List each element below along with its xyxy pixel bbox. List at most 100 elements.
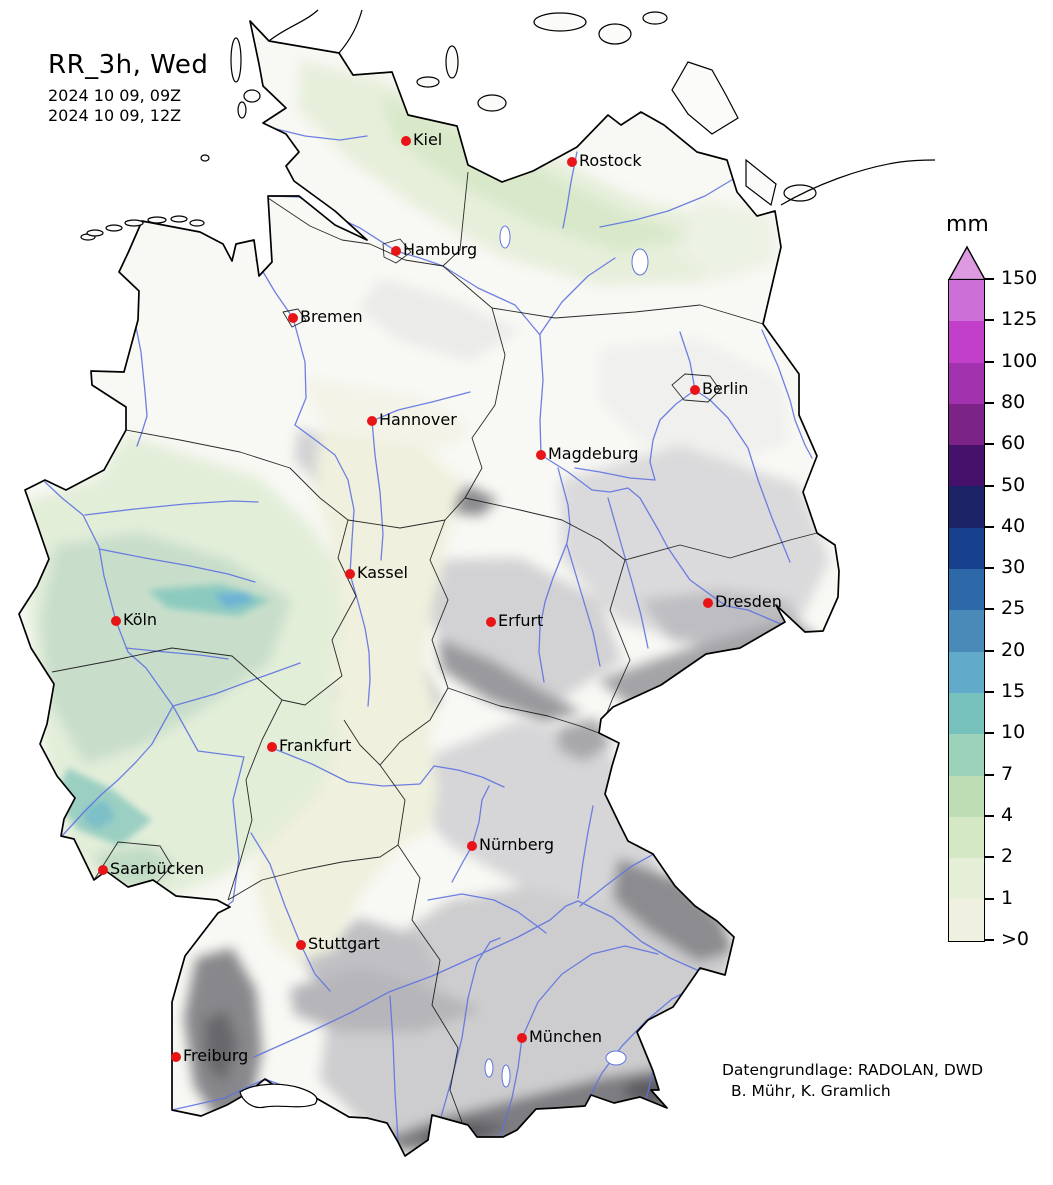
colorbar-segment-20-25 [949, 610, 984, 652]
page-title: RR_3h, Wed [48, 50, 209, 80]
colorbar-segment-4-7 [949, 775, 984, 817]
city-label: Hannover [379, 410, 457, 429]
city-dot [171, 1052, 181, 1062]
colorbar-tick-label: 4 [1001, 804, 1014, 827]
credits-data-source: Datengrundlage: RADOLAN, DWD [722, 1061, 984, 1079]
precipitation-core-layer [54, 584, 270, 846]
city-label: München [529, 1027, 603, 1046]
city-dot [288, 313, 298, 323]
city-label: Erfurt [498, 611, 544, 630]
colorbar-segment-2-4 [949, 816, 984, 859]
city-label: Magdeburg [548, 444, 639, 463]
colorbar-segment-40-50 [949, 486, 984, 528]
colorbar-tick-mark [985, 938, 994, 941]
subtitle-start-time: 2024 10 09, 09Z [48, 86, 182, 105]
colorbar-segment->0-1 [949, 899, 984, 941]
colorbar-scale [948, 279, 985, 942]
colorbar-tick-label: 40 [1001, 514, 1026, 537]
city-label: Hamburg [403, 240, 478, 259]
colorbar-tick-label: >0 [1001, 927, 1030, 950]
colorbar-tick-label: 50 [1001, 473, 1026, 496]
colorbar-tick-mark [985, 567, 994, 570]
colorbar-segment-80-100 [949, 362, 984, 404]
colorbar-tick-label: 25 [1001, 597, 1026, 620]
colorbar-tick-mark [985, 897, 994, 900]
colorbar-segment-1-2 [949, 858, 984, 900]
colorbar-tick-label: 150 [1001, 267, 1038, 290]
colorbar-over-arrow [948, 245, 986, 280]
city-dot [536, 450, 546, 460]
city-label: Kiel [413, 130, 443, 149]
city-dot [345, 569, 355, 579]
colorbar-segment-50-60 [949, 445, 984, 487]
colorbar-tick-mark [985, 856, 994, 859]
city-label: Berlin [702, 379, 749, 398]
colorbar-segment-125-150 [949, 280, 984, 322]
city-label: Nürnberg [479, 835, 554, 854]
germany-border-outline [18, 20, 840, 1157]
colorbar-tick-label: 15 [1001, 680, 1026, 703]
colorbar-segment-15-20 [949, 651, 984, 693]
city-dot [401, 136, 411, 146]
coastline-islands-layer [80, 9, 936, 1109]
subtitle-end-time: 2024 10 09, 12Z [48, 106, 182, 125]
city-dot [567, 157, 577, 167]
city-dot [690, 385, 700, 395]
city-dot [111, 616, 121, 626]
colorbar-tick-mark [985, 691, 994, 693]
city-label: Kassel [357, 563, 408, 582]
city-dot [367, 416, 377, 426]
colorbar-tick-label: 60 [1001, 432, 1026, 455]
colorbar-tick-mark [985, 278, 994, 280]
colorbar-tick-label: 125 [1001, 308, 1038, 331]
colorbar-tick-mark [985, 319, 994, 322]
colorbar-segment-60-80 [949, 403, 984, 446]
city-label: Bremen [300, 307, 363, 326]
city-dot [486, 617, 496, 627]
city-dot [296, 940, 306, 950]
city-dot [391, 246, 401, 256]
lakes-layer [484, 225, 649, 1088]
colorbar-tick-label: 20 [1001, 638, 1026, 661]
colorbar-segment-7-10 [949, 734, 984, 776]
colorbar-segment-100-125 [949, 321, 984, 363]
colorbar-tick-mark [985, 525, 994, 528]
colorbar-tick-mark [985, 608, 994, 611]
city-label: Köln [123, 610, 158, 629]
colorbar-tick-label: 30 [1001, 556, 1026, 579]
colorbar-segment-30-40 [949, 527, 984, 570]
city-label: Freiburg [183, 1046, 249, 1065]
colorbar-tick-mark [985, 360, 994, 363]
city-label: Saarbücken [110, 859, 205, 878]
state-borders-layer [51, 171, 818, 1123]
colorbar-tick-label: 2 [1001, 845, 1014, 868]
city-dot [267, 742, 277, 752]
city-dot [467, 841, 477, 851]
city-label: Frankfurt [279, 736, 352, 755]
colorbar-segment-10-15 [949, 692, 984, 735]
credits: Datengrundlage: RADOLAN, DWD B. Mühr, K.… [722, 1060, 983, 1102]
colorbar-tick-mark [985, 401, 994, 404]
colorbar-tick-mark [985, 484, 994, 487]
colorbar-tick-mark [985, 773, 994, 776]
colorbar-tick-mark [985, 649, 994, 652]
colorbar-tick-label: 80 [1001, 391, 1026, 414]
colorbar-tick-label: 100 [1001, 349, 1038, 372]
colorbar-tick-mark [985, 814, 994, 817]
city-dot [517, 1033, 527, 1043]
colorbar-tick-label: 1 [1001, 886, 1014, 909]
colorbar-tick-label: 10 [1001, 721, 1026, 744]
credits-authors: B. Mühr, K. Gramlich [731, 1082, 891, 1100]
colorbar-tick-label: 7 [1001, 762, 1014, 785]
colorbar: 150 125 100 80 60 50 40 30 25 20 15 10 7 4 2 1 >0 [948, 245, 1053, 950]
city-label: Dresden [715, 592, 782, 611]
colorbar-tick-mark [985, 443, 994, 446]
city-label: Stuttgart [308, 934, 380, 953]
colorbar-segment-25-30 [949, 569, 984, 611]
city-dot [703, 598, 713, 608]
colorbar-unit-label: mm [946, 212, 989, 237]
city-label: Rostock [579, 151, 642, 170]
city-dot [98, 865, 108, 875]
